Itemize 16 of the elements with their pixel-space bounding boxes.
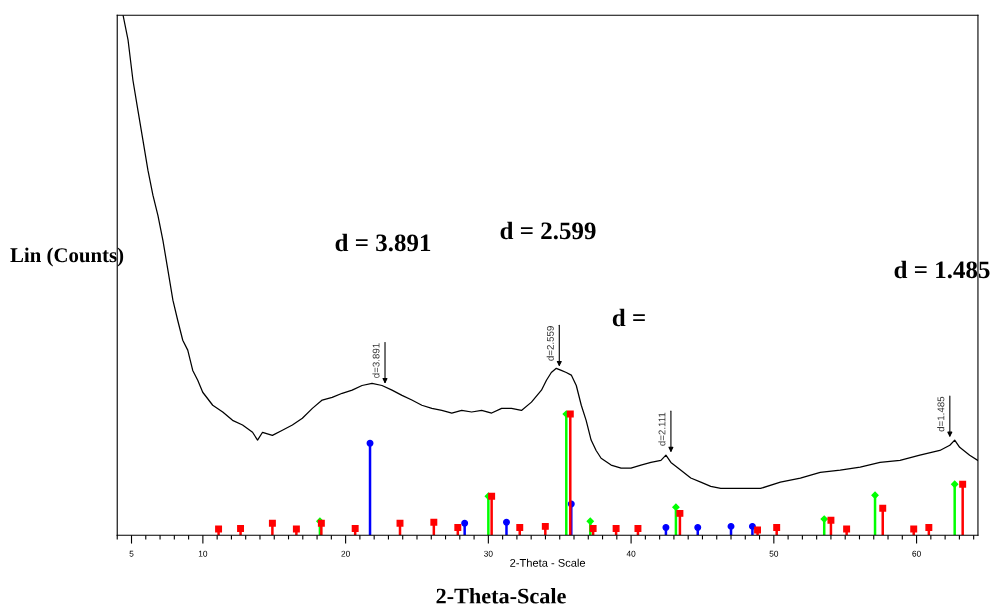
annotation: d = — [612, 308, 645, 327]
annotation: d=2.559 — [546, 326, 554, 361]
text: 2-Theta-Scale — [436, 587, 566, 604]
annotation: d = 3.891 — [335, 233, 431, 252]
annotation: d=2.111 — [658, 412, 666, 446]
x-tick-label: 60 — [912, 550, 921, 557]
x-axis-title: 2-Theta - Scale — [510, 558, 586, 567]
x-tick-label: 50 — [769, 550, 779, 557]
x-tick-label: 5 — [129, 550, 134, 557]
x-tick-label: 20 — [341, 550, 350, 557]
annotation: d=1.485 — [937, 396, 945, 432]
x-tick-label: 10 — [198, 550, 208, 557]
annotation: d=3.891 — [372, 343, 380, 378]
annotation: d = 2.599 — [500, 221, 596, 240]
x-tick-label: 30 — [484, 550, 493, 557]
x-tick-label: 40 — [626, 550, 636, 557]
